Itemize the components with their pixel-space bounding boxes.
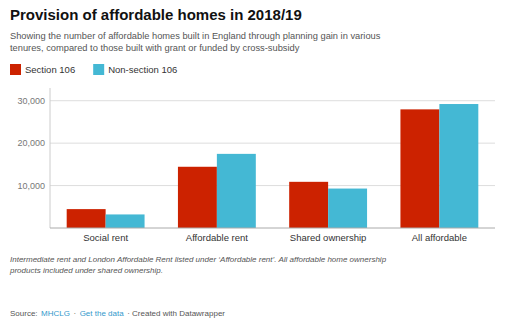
bar [400, 109, 439, 228]
x-tick-label: Shared ownership [290, 232, 367, 243]
source-text: · [73, 309, 76, 318]
footnote: Intermediate rent and London Affordable … [9, 255, 387, 275]
source-text: Source: [10, 309, 38, 318]
legend-swatch [10, 64, 21, 75]
bar [217, 154, 256, 228]
bars [67, 104, 479, 228]
x-tick-label: All affordable [412, 232, 467, 243]
y-tick-label: 30,000 [17, 96, 45, 106]
grid-line [50, 100, 495, 101]
bar [106, 214, 145, 228]
legend-swatch [93, 64, 104, 75]
source-text: · Created with Datawrapper [127, 309, 225, 318]
legend-item: Section 106 [10, 64, 75, 75]
bar [178, 167, 217, 228]
y-tick-label: 10,000 [17, 181, 45, 191]
legend-item: Non-section 106 [93, 64, 177, 75]
source-link[interactable]: MHCLG [41, 309, 70, 318]
x-tick-label: Affordable rent [186, 232, 249, 243]
legend: Section 106 Non-section 106 [10, 64, 177, 75]
subtitle: Showing the number of affordable homes b… [10, 31, 381, 53]
source-link[interactable]: Get the data [80, 309, 125, 318]
legend-label: Section 106 [25, 64, 75, 75]
y-axis-line [50, 88, 51, 228]
chart: Provision of affordable homes in 2018/19… [0, 0, 505, 327]
bar [439, 104, 478, 228]
x-axis-line [50, 228, 495, 229]
title: Provision of affordable homes in 2018/19 [10, 6, 302, 23]
bar [67, 209, 106, 228]
legend-label: Non-section 106 [108, 64, 177, 75]
x-tick-label: Social rent [83, 232, 128, 243]
bar [328, 189, 367, 228]
background [0, 0, 505, 327]
y-tick-label: 20,000 [17, 138, 45, 148]
bar [289, 182, 328, 228]
